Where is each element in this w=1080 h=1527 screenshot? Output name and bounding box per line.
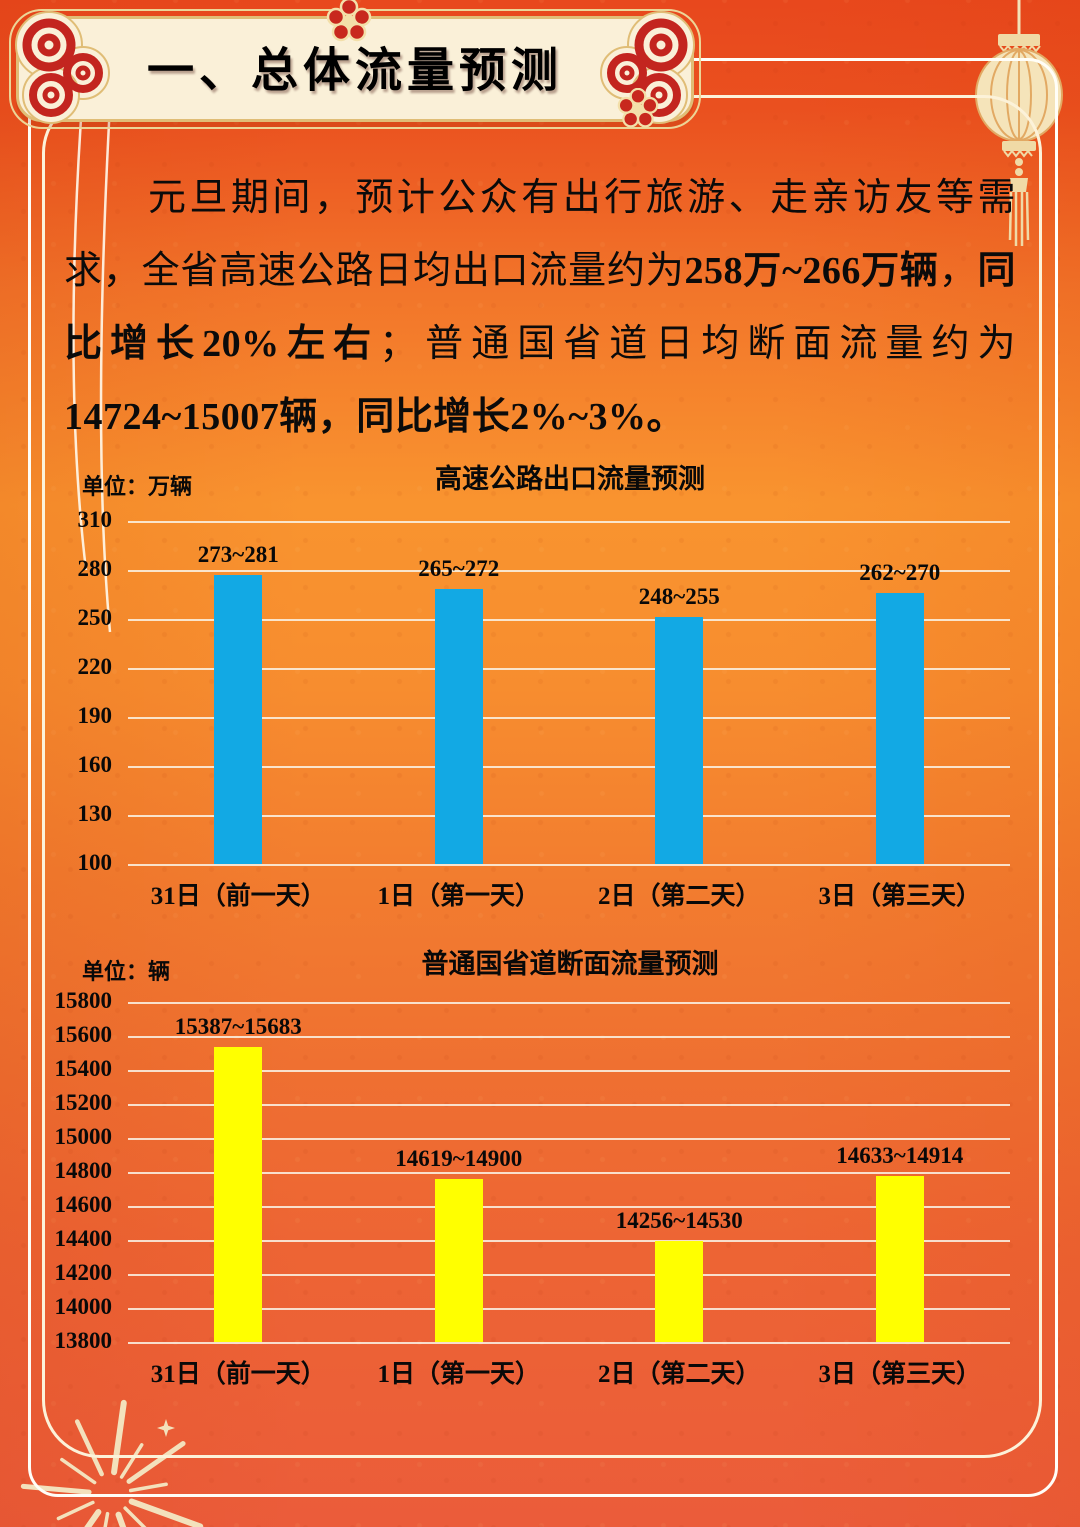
- gridline: [128, 766, 1010, 768]
- y-tick-label: 13800: [54, 1328, 113, 1353]
- x-axis-label: 1日（第一天）: [377, 883, 540, 910]
- bar: [214, 574, 263, 864]
- bar-value-label: 14633~14914: [836, 1143, 964, 1169]
- bar-value-label: 262~270: [859, 559, 941, 585]
- intro-text: 元旦期间，预计公众有出行旅游、走亲访友等需求，全省高速公路日均出口流量约为: [64, 177, 1016, 292]
- y-tick-label: 250: [77, 605, 113, 630]
- gridline: [128, 668, 1010, 670]
- gridline: [128, 570, 1010, 572]
- gridline: [128, 1172, 1010, 1174]
- bar-value-label: 14256~14530: [615, 1208, 743, 1234]
- bar-value-label: 248~255: [638, 583, 720, 609]
- cloud-ornament-icon: [600, 11, 695, 124]
- x-axis-label: 31日（前一天）: [150, 1361, 326, 1388]
- x-axis-label: 3日（第三天）: [818, 883, 981, 910]
- header-banner: 一、总体流量预测: [9, 9, 701, 129]
- y-tick-label: 14200: [54, 1260, 113, 1285]
- y-tick-label: 160: [77, 752, 113, 777]
- gridline: [128, 619, 1010, 621]
- y-tick-label: 100: [77, 850, 113, 875]
- gridline: [128, 717, 1010, 719]
- gridline: [128, 1036, 1010, 1038]
- gridline: [128, 1002, 1010, 1004]
- y-tick-label: 15600: [54, 1022, 113, 1047]
- y-tick-label: 14000: [54, 1294, 113, 1319]
- y-tick-label: 14400: [54, 1226, 113, 1251]
- y-tick-label: 15800: [54, 988, 113, 1013]
- chart-plot-area: 310 280 250 220 190 160 130 100 273~281 31日（前一天） 2…: [78, 507, 1010, 910]
- y-tick-label: 15400: [54, 1056, 113, 1081]
- page-title: 一、总体流量预测: [147, 43, 563, 97]
- bar: [655, 616, 704, 864]
- chart-unit-label: 单位：辆: [82, 959, 171, 984]
- bar: [434, 588, 483, 864]
- bar: [434, 1178, 483, 1342]
- chart-title: 普通国省道断面流量预测: [421, 949, 719, 979]
- x-axis-label: 2日（第二天）: [597, 883, 761, 910]
- gridline: [128, 1138, 1010, 1140]
- intro-highlight-road-volume: 14724~15007辆，同比增长2%~3%。: [64, 396, 686, 438]
- gridline: [128, 1240, 1010, 1242]
- bar: [655, 1241, 704, 1342]
- bar: [214, 1047, 263, 1342]
- gridline: [128, 1274, 1010, 1276]
- bar: [875, 592, 924, 864]
- bar-value-label: 14619~14900: [395, 1145, 523, 1171]
- x-axis-label: 2日（第二天）: [597, 1361, 761, 1388]
- chart-highway-exit-flow: 高速公路出口流量预测 单位：万辆 310 280 250 220 190 160 130 10…: [0, 455, 1080, 930]
- gridline: [128, 1308, 1010, 1310]
- y-tick-label: 15000: [54, 1124, 113, 1149]
- intro-text: ，: [938, 250, 978, 292]
- gridline: [128, 864, 1010, 866]
- chart-road-section-flow: 普通国省道断面流量预测 单位：辆 15800 15600 15400 15200 150…: [0, 938, 1080, 1408]
- y-tick-label: 14600: [54, 1192, 113, 1217]
- gridline: [128, 1070, 1010, 1072]
- chart-plot-area: 15800 15600 15400 15200 15000 14800 14600 14400…: [55, 988, 1010, 1388]
- y-tick-label: 280: [77, 556, 113, 581]
- chart-title: 高速公路出口流量预测: [435, 464, 705, 494]
- chart-unit-label: 单位：万辆: [82, 474, 193, 499]
- intro-highlight-highway-volume: 258万~266万辆: [684, 250, 939, 292]
- y-tick-label: 130: [77, 801, 113, 826]
- bar-value-label: 15387~15683: [174, 1014, 302, 1040]
- intro-text: ；普通国省道日均断面流量约为: [379, 323, 1016, 365]
- bar-value-label: 265~272: [418, 555, 500, 581]
- y-tick-label: 310: [77, 507, 113, 532]
- gridline: [128, 521, 1010, 523]
- gridline: [128, 1104, 1010, 1106]
- y-tick-label: 190: [77, 703, 113, 728]
- y-tick-label: 220: [77, 654, 113, 679]
- x-axis-label: 3日（第三天）: [818, 1361, 981, 1388]
- bar-value-label: 273~281: [197, 541, 279, 567]
- gridline: [128, 1342, 1010, 1344]
- x-axis-label: 1日（第一天）: [377, 1361, 540, 1388]
- intro-paragraph: 元旦期间，预计公众有出行旅游、走亲访友等需求，全省高速公路日均出口流量约为258…: [64, 162, 1016, 454]
- gridline: [128, 815, 1010, 817]
- intro-highlight-highway-growth: 同比增长20%左右: [64, 250, 1016, 365]
- bar: [875, 1176, 924, 1342]
- y-tick-label: 15200: [54, 1090, 113, 1115]
- y-tick-label: 14800: [54, 1158, 113, 1183]
- cloud-ornament-icon: [15, 11, 110, 124]
- x-axis-label: 31日（前一天）: [150, 883, 326, 910]
- gridline: [128, 1206, 1010, 1208]
